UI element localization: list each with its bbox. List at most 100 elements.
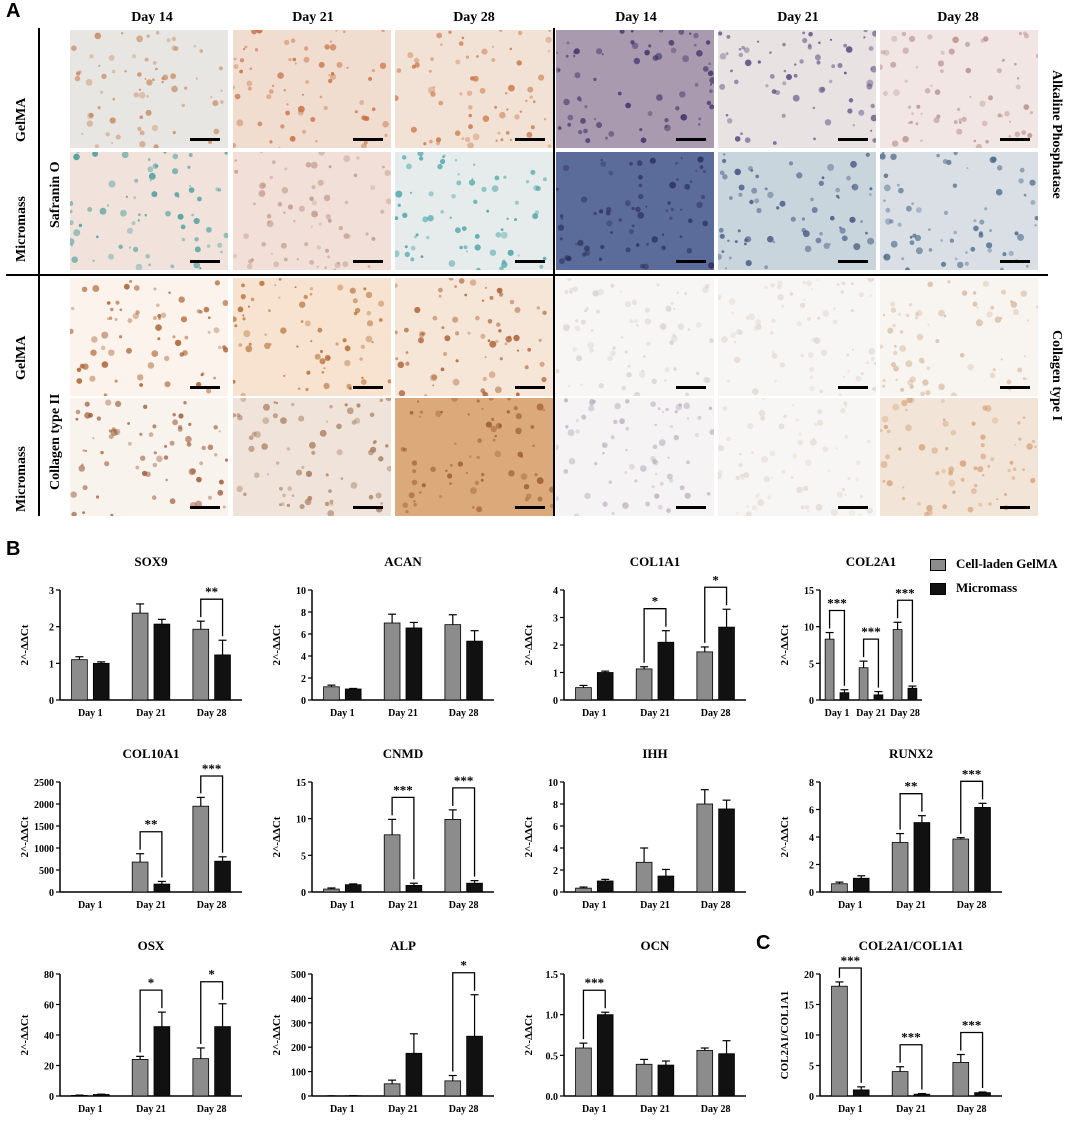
y-axis-label: 2^-ΔΔCt <box>271 1014 283 1055</box>
bar-gelma <box>635 861 653 893</box>
bar-micromass <box>852 1089 870 1097</box>
y-tick-label: 0 <box>49 696 54 707</box>
bar-micromass <box>466 882 483 893</box>
micrograph-r1-c4 <box>556 30 714 148</box>
scale-bar <box>190 260 220 263</box>
row-label-gelma-top: GelMA <box>14 97 29 142</box>
bar-gelma <box>323 686 340 701</box>
significance-bracket <box>704 586 728 643</box>
significance-bracket <box>139 831 163 878</box>
x-tick-label: Day 28 <box>957 1104 987 1115</box>
scale-bar <box>1000 260 1030 263</box>
bar-gelma <box>635 1063 653 1097</box>
bar-micromass <box>913 1093 931 1097</box>
chart-9: ALP 2^-ΔΔCt 0 100 200 300 400 500 Day 1 Day 21 Day… <box>271 938 494 1115</box>
x-tick-label: Day 21 <box>640 708 670 719</box>
micrograph-r2-c4 <box>556 152 714 270</box>
y-tick-label: 8 <box>553 800 558 811</box>
y-tick-label: 4 <box>553 586 558 597</box>
bar-gelma <box>696 651 714 701</box>
micrograph-texture <box>718 30 876 145</box>
x-tick-label: Day 28 <box>197 708 227 719</box>
y-tick-label: 10 <box>296 586 306 597</box>
x-tick-label: Day 1 <box>330 1104 355 1115</box>
y-tick-label: 15 <box>804 586 814 597</box>
bar-gelma <box>444 624 462 701</box>
grid-horizontal-line <box>6 274 1048 276</box>
significance-label: *** <box>202 761 222 776</box>
bar-micromass <box>657 641 675 701</box>
bar-micromass <box>466 1035 483 1097</box>
significance-bracket <box>200 775 224 853</box>
scale-bar <box>353 260 383 263</box>
scale-bar <box>190 506 220 509</box>
y-tick-label: 10 <box>804 623 814 634</box>
y-tick-label: 0 <box>809 888 814 899</box>
bar-gelma <box>952 838 970 893</box>
column-header-day21-right: Day 21 <box>777 10 819 25</box>
stain-label-safranin-o: Safranin O <box>48 161 63 228</box>
y-tick-label: 1500 <box>34 822 54 833</box>
bar-gelma <box>444 1080 462 1097</box>
scale-bar <box>676 138 706 141</box>
significance-label: * <box>148 975 155 990</box>
y-axis-label: 2^-ΔΔCt <box>523 1014 535 1055</box>
bar-micromass <box>405 627 423 701</box>
micrograph-texture <box>880 398 1037 516</box>
bar-micromass <box>718 808 735 893</box>
micrograph-texture <box>718 278 876 396</box>
bar-micromass <box>214 860 231 893</box>
micrograph-r4-c6 <box>880 398 1038 516</box>
bar-gelma <box>131 861 149 893</box>
legend-swatch-gelma <box>930 559 946 572</box>
significance-label: * <box>712 572 719 587</box>
significance-label: * <box>460 958 467 973</box>
chart-title: SOX9 <box>134 554 168 569</box>
y-axis-label: 2^-ΔΔCt <box>779 816 791 857</box>
y-tick-label: 0 <box>809 696 814 707</box>
micrograph-texture <box>395 30 552 148</box>
y-tick-label: 6 <box>553 822 558 833</box>
x-tick-label: Day 1 <box>838 1104 863 1115</box>
micrograph-texture <box>880 280 1038 396</box>
micrograph-r3-c6 <box>880 278 1038 396</box>
scale-bar <box>353 506 383 509</box>
significance-label: *** <box>585 975 605 990</box>
y-tick-label: 5 <box>809 1062 814 1073</box>
y-tick-label: 10 <box>804 1031 814 1042</box>
y-tick-label: 0 <box>553 696 558 707</box>
bar-gelma <box>831 883 848 893</box>
panel-label-a: A <box>6 0 21 22</box>
significance-label: ** <box>145 817 158 832</box>
micrograph-r3-c2 <box>233 278 391 396</box>
micrograph-texture <box>556 30 714 144</box>
y-tick-label: 3 <box>553 614 558 625</box>
bar-gelma <box>858 667 869 701</box>
significance-bracket <box>391 796 415 880</box>
significance-label: *** <box>962 766 982 781</box>
bar-gelma <box>831 985 848 1097</box>
bar-micromass <box>214 1026 231 1097</box>
micrograph-r3-c1 <box>70 278 228 396</box>
x-tick-label: Day 1 <box>838 900 863 911</box>
y-tick-label: 0.5 <box>546 1051 559 1062</box>
micrograph-texture <box>556 398 714 516</box>
micrograph-texture <box>556 278 714 396</box>
y-tick-label: 6 <box>301 630 306 641</box>
micrograph-texture <box>233 398 391 516</box>
bar-micromass <box>596 672 614 701</box>
significance-bracket <box>828 609 846 686</box>
chart-title: OSX <box>138 938 165 953</box>
x-tick-label: Day 21 <box>136 1104 166 1115</box>
micrograph-r3-c5 <box>718 278 876 396</box>
micrograph-r4-c5 <box>718 398 876 516</box>
y-tick-label: 15 <box>804 1001 814 1012</box>
x-tick-label: Day 28 <box>197 900 227 911</box>
column-header-day21-left: Day 21 <box>292 10 334 25</box>
chart-2: COL1A1 2^-ΔΔCt 0 1 2 3 4 Day 1 Day 21 * Day 28 * <box>523 554 746 719</box>
y-tick-label: 300 <box>291 1019 306 1030</box>
chart-1: ACAN 2^-ΔΔCt 0 2 4 6 8 10 Day 1 Day 21 Day 28 <box>271 554 494 719</box>
bar-gelma <box>575 887 592 893</box>
chart-title: RUNX2 <box>889 746 933 761</box>
x-tick-label: Day 1 <box>582 1104 607 1115</box>
